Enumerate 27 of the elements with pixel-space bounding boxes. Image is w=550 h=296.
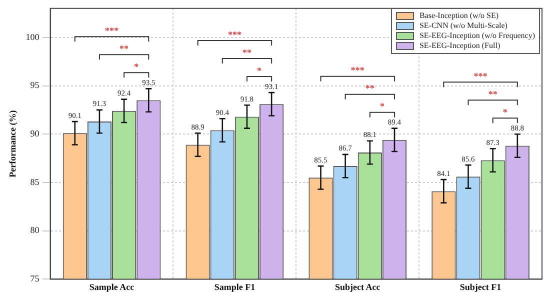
x-tick-label: Subject Acc: [334, 282, 380, 292]
annotation: *: [257, 65, 262, 76]
annotation: ***: [350, 65, 365, 76]
annotation: **: [242, 47, 252, 58]
annotation: *: [134, 62, 140, 72]
y-axis-title: Performance (%): [8, 110, 18, 178]
x-tick-label: Sample Acc: [89, 282, 134, 292]
annotation: *: [380, 101, 385, 112]
y-tick-label: 75: [30, 274, 40, 284]
y-tick-label: 80: [30, 225, 40, 236]
y-tick-label: 95: [30, 80, 40, 90]
x-tick-label: Subject F1: [460, 282, 502, 292]
annotation: ***: [228, 29, 242, 40]
annotation: **: [365, 83, 375, 94]
annotation: ***: [474, 70, 488, 81]
legend-label: SE-CNN (w/o Multi-Scale): [419, 21, 508, 31]
legend-label: SE-EEG-Inception (w/o Frequency): [419, 31, 535, 41]
x-tick-label: Sample F1: [214, 282, 256, 292]
legend-label: SE-EEG-Inception (Full): [419, 41, 500, 51]
y-tick-label: 100: [26, 32, 40, 42]
y-tick-label: 85: [30, 176, 40, 187]
legend-label: Base-Inception (w/o SE): [419, 11, 499, 21]
annotation: **: [488, 88, 498, 99]
annotation: *: [502, 106, 508, 117]
annotation: **: [120, 44, 130, 54]
y-tick-label: 90: [30, 128, 40, 138]
annotation: ***: [105, 26, 120, 36]
